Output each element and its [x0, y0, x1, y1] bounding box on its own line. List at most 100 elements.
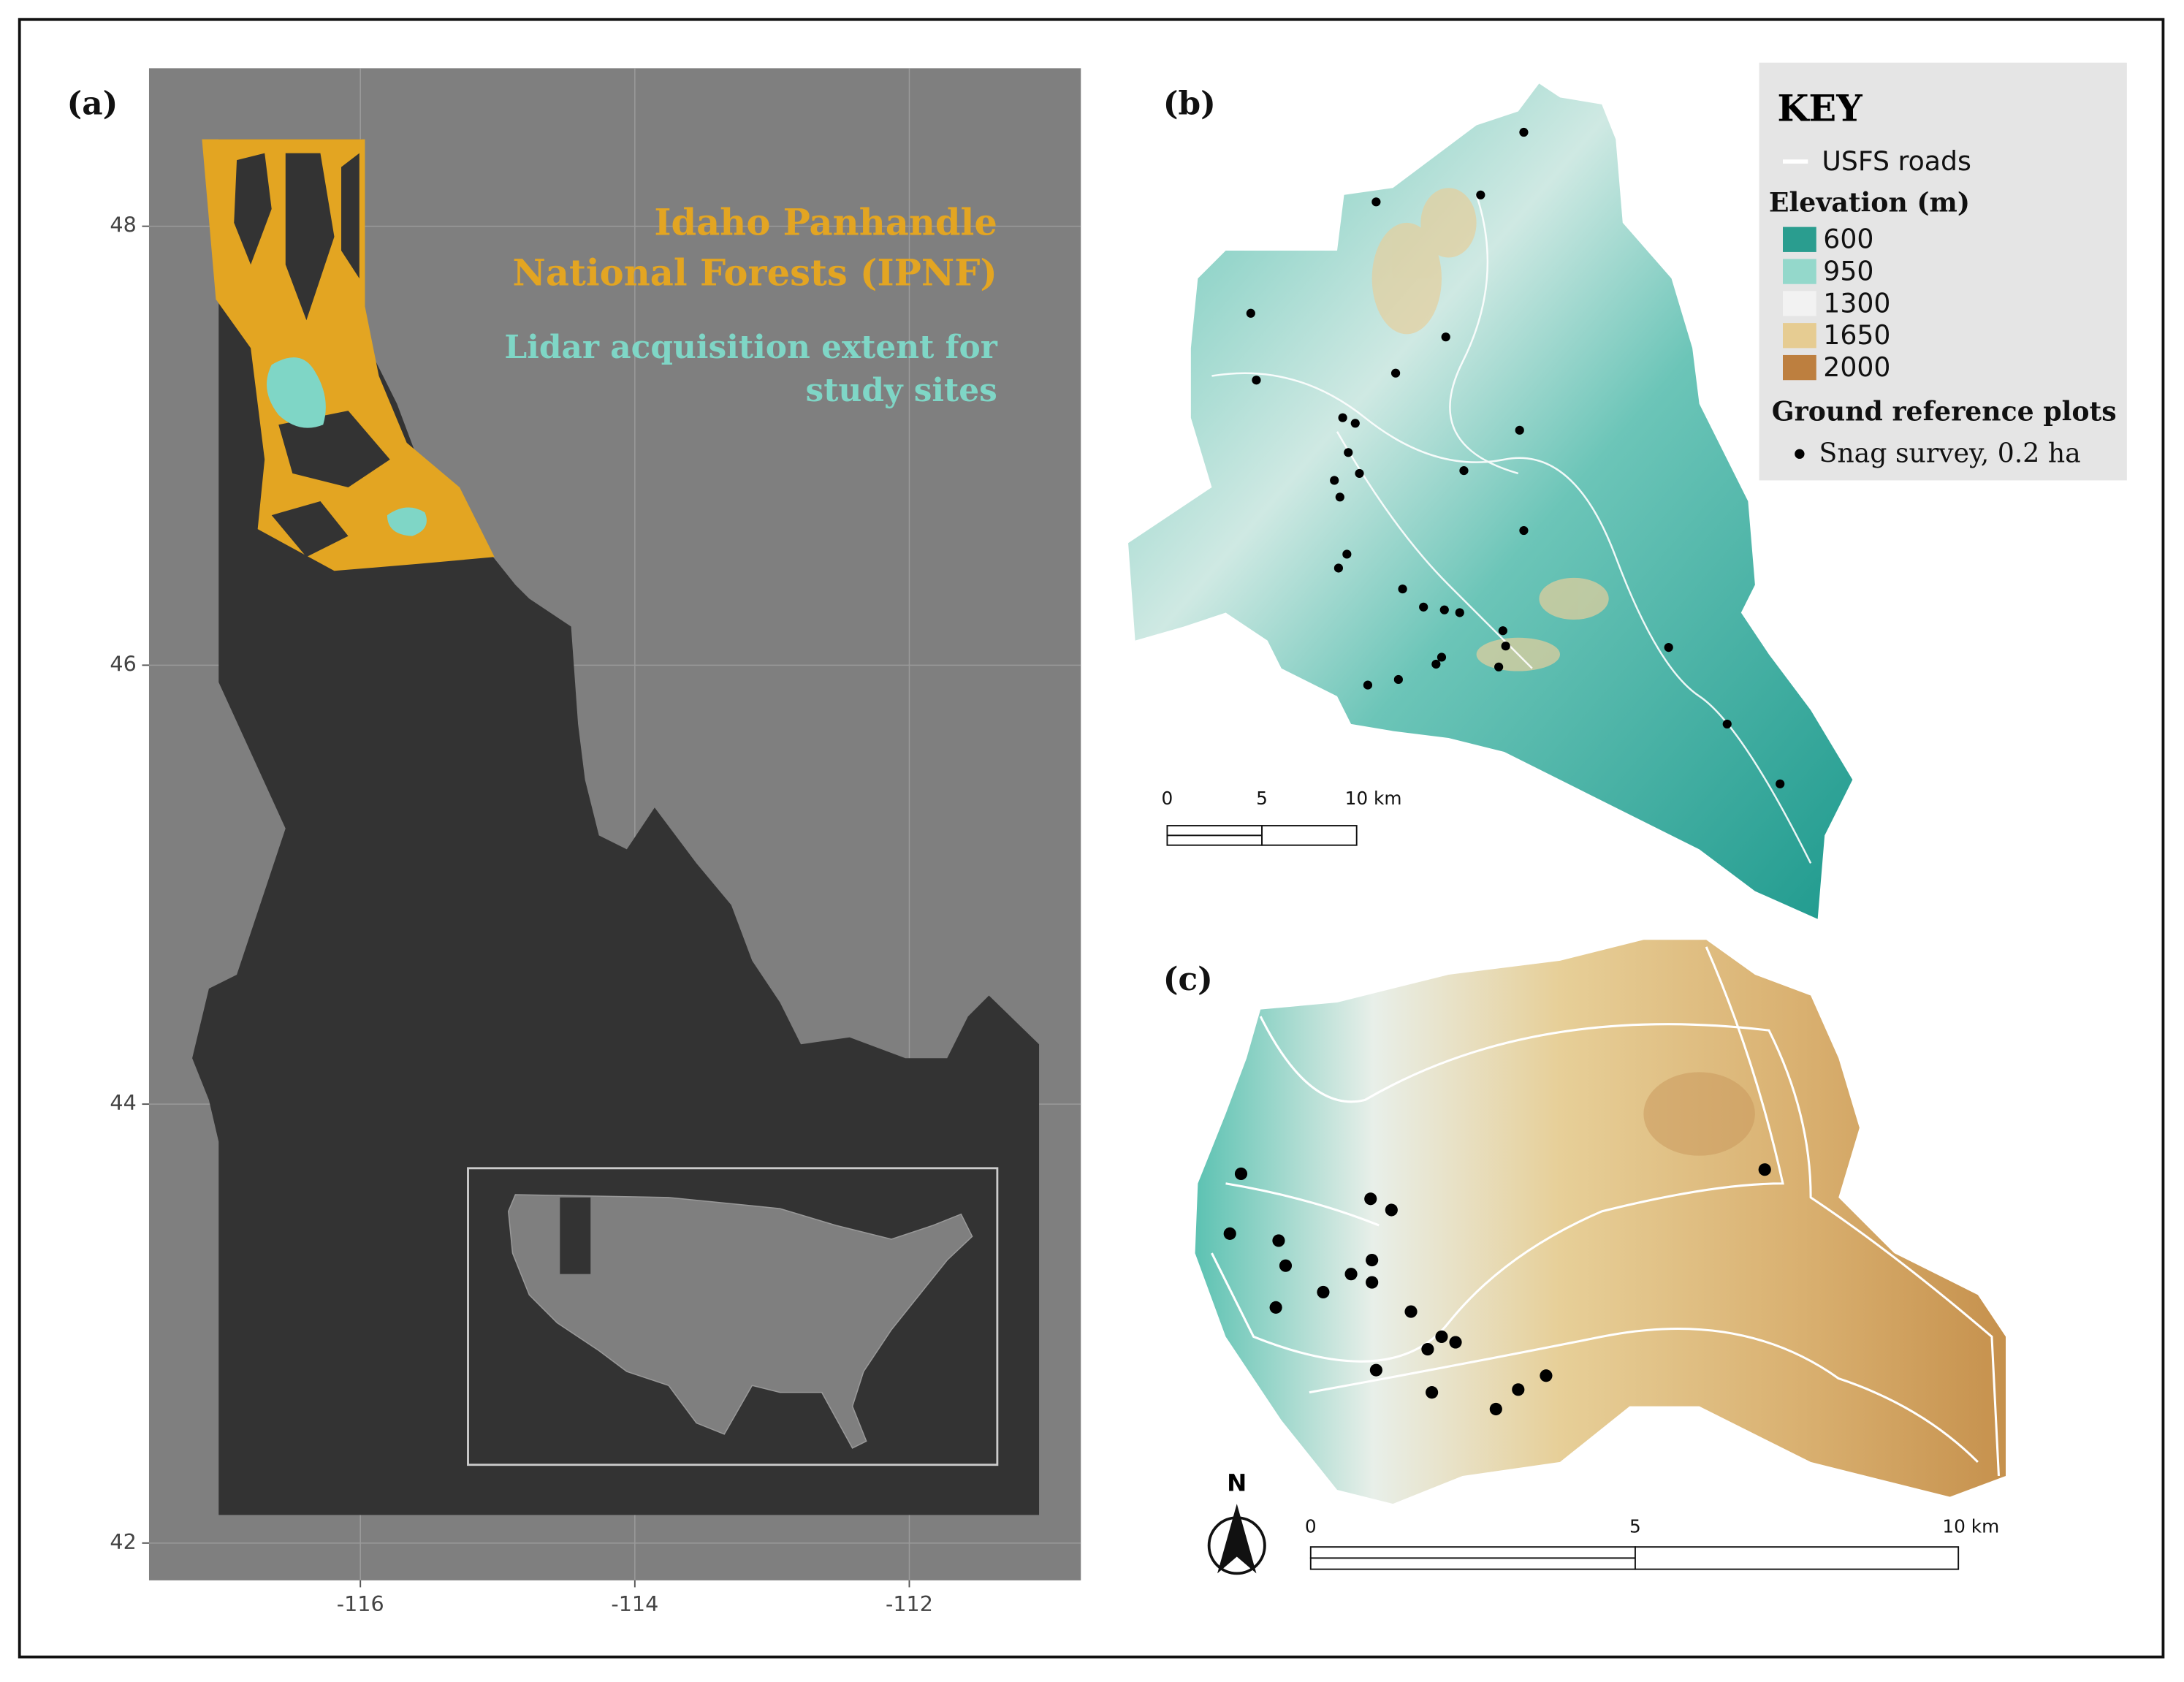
plot — [1279, 1259, 1293, 1272]
plot — [1344, 1268, 1358, 1281]
scale-label: 0 — [1305, 1515, 1317, 1537]
plot — [1419, 602, 1428, 612]
plot — [1342, 549, 1352, 559]
ipnf-area — [202, 139, 495, 571]
plot — [1776, 779, 1785, 788]
scale-bar — [1309, 1546, 1960, 1570]
plot — [1364, 1192, 1377, 1206]
legend-label: 2000 — [1823, 351, 1890, 383]
plot — [1519, 525, 1529, 536]
plot — [1269, 1301, 1282, 1314]
legend-swatch — [1783, 323, 1816, 349]
plot — [1246, 308, 1255, 318]
figure-frame — [18, 18, 2165, 1659]
legend-label: 600 — [1823, 224, 1873, 255]
plot — [1371, 197, 1381, 207]
scale-label: 10 km — [1345, 788, 1402, 809]
plot — [1519, 127, 1529, 137]
plot — [1494, 662, 1504, 671]
plot — [1252, 376, 1261, 385]
x-tick-label: -114 — [611, 1591, 658, 1616]
plot — [1385, 1203, 1398, 1217]
plot — [1421, 1342, 1434, 1356]
legend-label: 1300 — [1823, 287, 1890, 319]
plot — [1398, 584, 1407, 594]
terrain-c — [1195, 940, 2006, 1504]
plot — [1722, 719, 1732, 729]
terrain-peak — [1643, 1072, 1755, 1156]
north-arrow — [1207, 1504, 1266, 1575]
plot — [1426, 1386, 1439, 1399]
plot — [1404, 1305, 1418, 1318]
plots — [1223, 1163, 1771, 1416]
x-tick-label: -116 — [337, 1591, 384, 1616]
plot — [1355, 468, 1364, 479]
scale-label: 0 — [1162, 788, 1173, 809]
plot — [1272, 1234, 1285, 1247]
plot — [1330, 476, 1339, 485]
legend-title: Elevation (m) — [1769, 187, 1970, 218]
plot — [1338, 413, 1347, 422]
panel-label: (b) — [1163, 85, 1216, 122]
key-box — [1759, 62, 2127, 481]
ipnf-label: National Forests (IPNF) — [513, 251, 997, 294]
plot — [1437, 652, 1447, 662]
plot — [1664, 643, 1673, 652]
plot — [1344, 448, 1353, 457]
plot — [1366, 1276, 1379, 1289]
legend-entry: USFS roads — [1822, 145, 1971, 177]
scale-label: 10 km — [1942, 1515, 1999, 1537]
plot — [1317, 1285, 1330, 1298]
plot — [1369, 1363, 1382, 1377]
y-tick-label: 48 — [110, 213, 136, 237]
ipnf-label: Idaho Panhandle — [654, 201, 997, 244]
plot — [1540, 1369, 1553, 1382]
north-label: N — [1227, 1469, 1247, 1496]
plot — [1333, 563, 1344, 573]
x-tick-label: -112 — [886, 1591, 933, 1616]
key-title: KEY — [1777, 86, 1863, 129]
y-tick-label: 46 — [110, 651, 136, 676]
plot — [1234, 1167, 1248, 1181]
panel-label: (a) — [67, 85, 118, 122]
roads — [1211, 946, 2000, 1477]
lidar-label: study sites — [806, 372, 997, 409]
plot — [1366, 1254, 1379, 1267]
legend-swatch — [1783, 259, 1816, 284]
plot — [1758, 1163, 1771, 1176]
lidar-label: Lidar acquisition extent for — [504, 329, 997, 366]
plot — [1363, 680, 1373, 690]
plots — [1246, 127, 1785, 788]
usa-inset — [508, 1194, 973, 1449]
inset-frame — [467, 1167, 999, 1466]
scale-label: 5 — [1629, 1515, 1641, 1537]
plot — [1223, 1227, 1236, 1240]
plot — [1439, 605, 1449, 614]
plot — [1393, 674, 1403, 685]
legend-label: 950 — [1823, 256, 1873, 287]
plot — [1515, 425, 1524, 435]
y-tick-label: 42 — [110, 1529, 136, 1554]
plot — [1335, 492, 1344, 502]
legend-entry: Snag survey, 0.2 ha — [1819, 438, 2081, 469]
panel-label: (c) — [1163, 961, 1213, 998]
plot — [1459, 466, 1469, 476]
plot — [1498, 626, 1507, 636]
plot — [1501, 642, 1510, 651]
plot — [1350, 419, 1360, 428]
lidar-area — [267, 357, 427, 536]
plot — [1489, 1402, 1502, 1416]
scale-label: 5 — [1256, 788, 1268, 809]
legend-title: Ground reference plots — [1772, 395, 2117, 427]
plot — [1449, 1336, 1462, 1349]
ipnf-gaps — [234, 153, 390, 558]
plot — [1455, 608, 1464, 617]
terrain-b — [1128, 83, 1853, 919]
y-tick-label: 44 — [110, 1090, 136, 1115]
terrain-highlands — [1371, 188, 1609, 671]
plot — [1390, 368, 1401, 378]
usa-inset-idaho — [560, 1197, 591, 1274]
